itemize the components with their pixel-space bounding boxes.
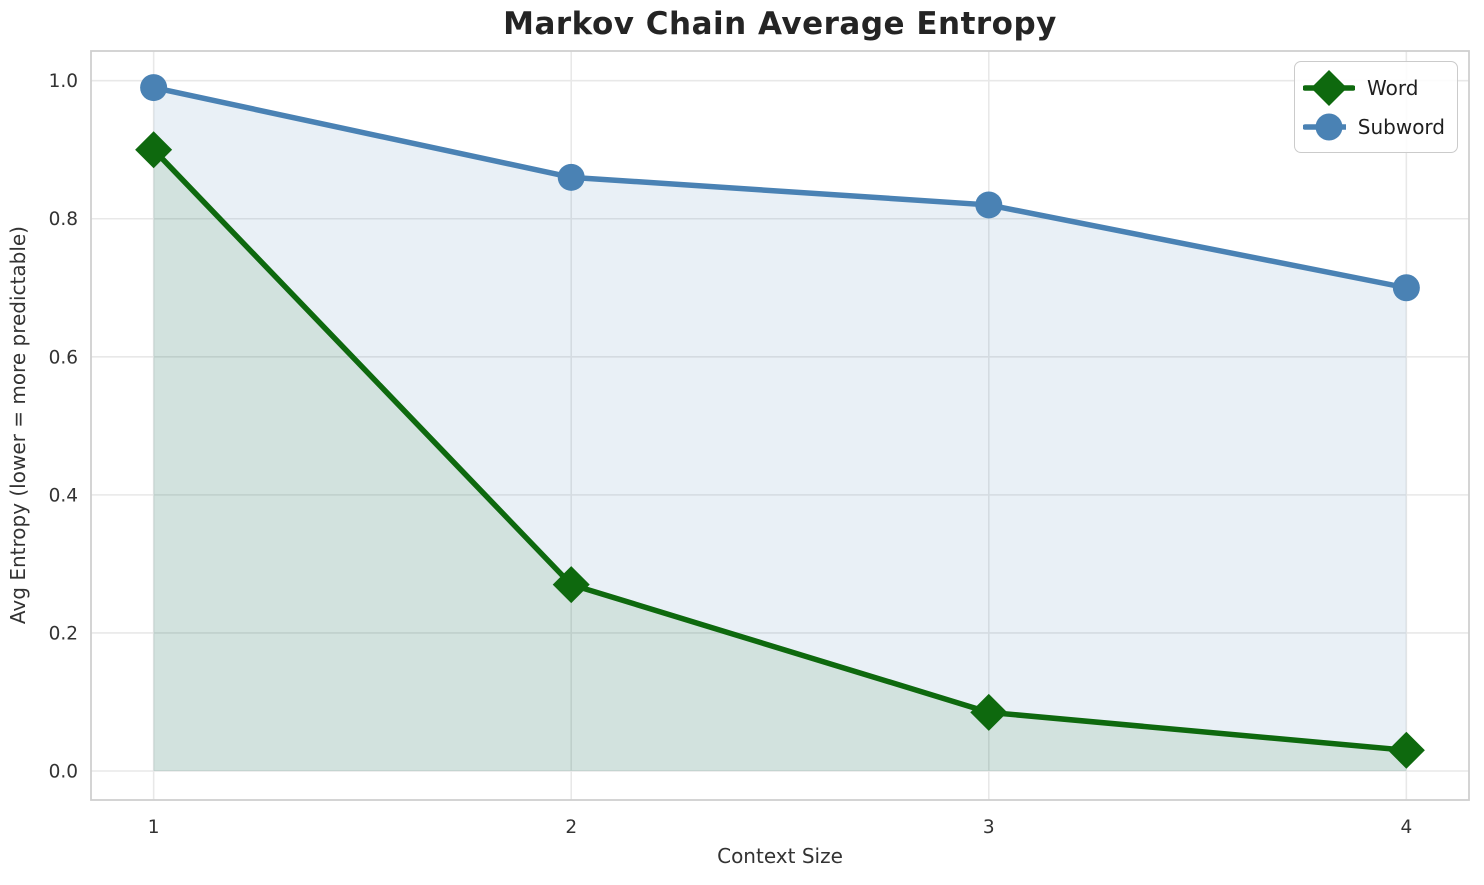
x-tick-label: 4 bbox=[1400, 817, 1412, 838]
legend-item-subword: Subword bbox=[1303, 109, 1445, 144]
subword-point-marker bbox=[1392, 274, 1420, 302]
word-point-marker bbox=[552, 566, 590, 604]
y-tick-label: 0.4 bbox=[49, 485, 78, 506]
legend-label-subword: Subword bbox=[1357, 114, 1445, 139]
subword-area-fill bbox=[153, 87, 1407, 772]
word-point-marker bbox=[1387, 731, 1425, 769]
subword-point-marker bbox=[557, 163, 585, 191]
word-point-marker bbox=[970, 693, 1008, 731]
word-area-fill bbox=[153, 149, 1407, 772]
subword-line bbox=[150, 84, 1410, 291]
y-axis-label: Avg Entropy (lower = more predictable) bbox=[6, 226, 30, 625]
word-line bbox=[150, 146, 1410, 754]
legend: Word Subword bbox=[1294, 61, 1458, 153]
word-diamond-marker-icon bbox=[1303, 69, 1355, 106]
x-axis-label: Context Size bbox=[717, 844, 843, 868]
y-axis-label-wrap: Avg Entropy (lower = more predictable) bbox=[6, 51, 30, 800]
x-tick-label: 3 bbox=[983, 817, 995, 838]
subword-point-marker bbox=[975, 191, 1003, 219]
y-tick-label: 0.8 bbox=[49, 209, 78, 230]
word-point-marker bbox=[135, 131, 173, 169]
y-tick-label: 0.6 bbox=[49, 347, 78, 368]
x-tick-label: 2 bbox=[565, 817, 577, 838]
y-tick-label: 0.0 bbox=[49, 762, 78, 783]
legend-label-word: Word bbox=[1367, 75, 1419, 100]
subword-point-marker bbox=[140, 74, 168, 102]
legend-diamond-marker bbox=[1311, 69, 1347, 106]
plot-border bbox=[90, 50, 1470, 801]
legend-circle-marker bbox=[1315, 113, 1343, 140]
subword-circle-marker-icon bbox=[1303, 113, 1346, 140]
y-tick-label: 0.2 bbox=[49, 623, 78, 644]
legend-item-word: Word bbox=[1303, 69, 1445, 106]
chart-title: Markov Chain Average Entropy bbox=[503, 6, 1057, 42]
y-tick-label: 1.0 bbox=[49, 71, 78, 92]
x-tick-label: 1 bbox=[148, 817, 160, 838]
